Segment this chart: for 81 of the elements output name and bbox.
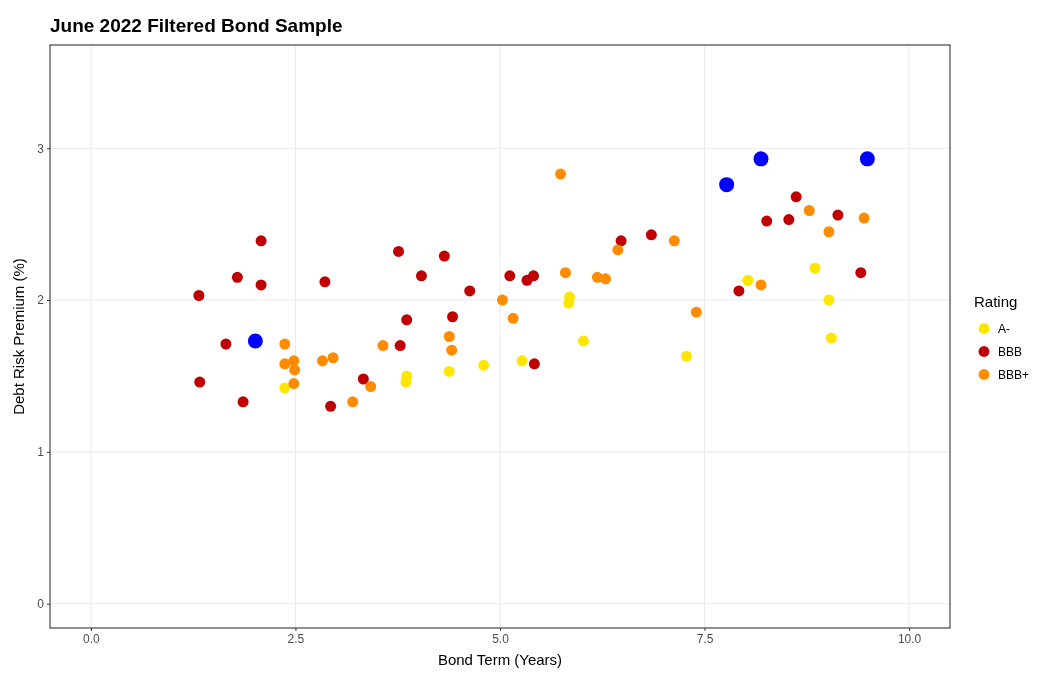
x-tick-label: 7.5 bbox=[696, 631, 714, 646]
x-tick-label: 2.5 bbox=[287, 631, 305, 646]
y-tick-label: 0 bbox=[37, 597, 45, 612]
point bbox=[237, 396, 249, 408]
point bbox=[220, 338, 232, 350]
point bbox=[377, 340, 389, 352]
point bbox=[681, 350, 693, 362]
point bbox=[393, 245, 405, 257]
point bbox=[231, 271, 243, 283]
point bbox=[832, 209, 844, 221]
point bbox=[394, 340, 406, 352]
point bbox=[496, 294, 508, 306]
point bbox=[247, 333, 263, 349]
point bbox=[645, 229, 657, 241]
legend-label: BBB+ bbox=[998, 367, 1030, 382]
point bbox=[289, 364, 301, 376]
point bbox=[668, 235, 680, 247]
point bbox=[528, 358, 540, 370]
point bbox=[783, 214, 795, 226]
point bbox=[288, 378, 300, 390]
point bbox=[319, 276, 331, 288]
point bbox=[858, 212, 870, 224]
point bbox=[316, 355, 328, 367]
point bbox=[193, 290, 205, 301]
point bbox=[443, 331, 455, 342]
point bbox=[255, 235, 267, 247]
point bbox=[255, 279, 267, 291]
point bbox=[327, 352, 339, 364]
point bbox=[357, 373, 369, 385]
point bbox=[690, 306, 702, 318]
point bbox=[447, 311, 459, 323]
legend-label: A- bbox=[998, 321, 1010, 336]
point bbox=[401, 314, 413, 326]
point bbox=[733, 285, 745, 297]
y-tick-label: 3 bbox=[37, 141, 45, 156]
point bbox=[415, 270, 427, 282]
point bbox=[507, 312, 519, 324]
point bbox=[803, 205, 815, 216]
point bbox=[279, 338, 291, 350]
chart-title: June 2022 Filtered Bond Sample bbox=[50, 15, 343, 36]
point bbox=[528, 270, 540, 282]
point bbox=[325, 400, 337, 412]
y-axis-title: Debt Risk Premium (%) bbox=[10, 258, 27, 415]
point bbox=[504, 270, 516, 282]
point bbox=[790, 191, 802, 203]
point bbox=[443, 365, 455, 377]
point bbox=[478, 359, 490, 371]
point bbox=[809, 262, 821, 274]
point bbox=[365, 381, 377, 393]
point bbox=[742, 274, 754, 286]
x-axis-title: Bond Term (Years) bbox=[437, 651, 563, 668]
point bbox=[755, 279, 767, 291]
y-tick-label: 2 bbox=[37, 293, 45, 308]
point bbox=[279, 358, 291, 370]
point bbox=[719, 177, 735, 193]
x-tick-label: 0.0 bbox=[83, 631, 101, 646]
point bbox=[559, 267, 571, 279]
point bbox=[279, 382, 291, 394]
point bbox=[464, 285, 476, 297]
point bbox=[194, 376, 206, 388]
point bbox=[823, 226, 835, 238]
x-tick-label: 10.0 bbox=[897, 631, 922, 646]
point bbox=[600, 273, 612, 285]
x-tick-label: 5.0 bbox=[492, 631, 510, 646]
point bbox=[753, 151, 769, 167]
point bbox=[577, 335, 589, 347]
legend-title: Rating bbox=[974, 292, 1018, 310]
point bbox=[859, 151, 875, 167]
point bbox=[347, 396, 359, 408]
point bbox=[823, 294, 835, 306]
y-tick-label: 1 bbox=[37, 445, 45, 460]
point bbox=[516, 355, 528, 367]
point bbox=[555, 168, 567, 180]
point bbox=[615, 235, 627, 247]
point bbox=[825, 332, 837, 344]
point bbox=[446, 344, 458, 356]
point bbox=[612, 244, 624, 256]
legend-label: BBB bbox=[998, 344, 1023, 359]
point bbox=[761, 215, 773, 227]
point bbox=[855, 267, 867, 279]
point bbox=[438, 250, 450, 262]
